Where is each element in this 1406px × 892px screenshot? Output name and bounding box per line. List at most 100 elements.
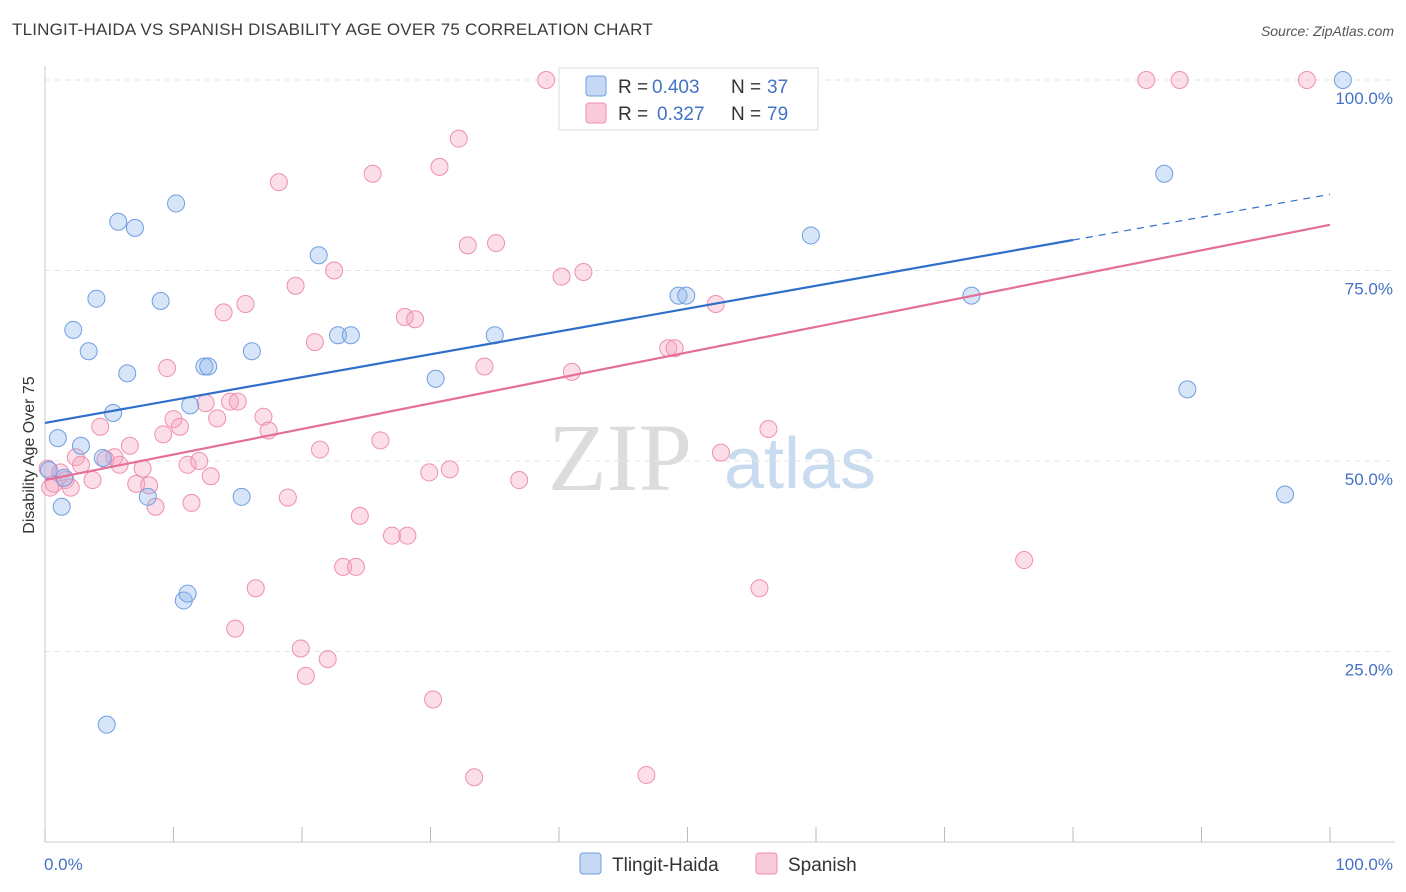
- tlingit-point-22: [309, 246, 328, 265]
- tlingit-point-16: [178, 584, 197, 603]
- chart-title: TLINGIT-HAIDA VS SPANISH DISABILITY AGE …: [12, 20, 653, 39]
- spanish-point-45: [334, 557, 353, 576]
- spanish-point-43: [318, 650, 337, 669]
- top-legend: R = 0.403 N = 37 R = 0.327 N = 79: [558, 67, 819, 131]
- spanish-point-30: [226, 619, 245, 638]
- spanish-point-58: [449, 129, 468, 148]
- tlingit-point-17: [181, 396, 200, 415]
- spanish-point-37: [278, 488, 297, 507]
- tlingit-point-9: [109, 212, 128, 231]
- spanish-point-66: [562, 362, 581, 381]
- grid-lines: [45, 79, 1395, 652]
- spanish-point-48: [363, 164, 382, 183]
- spanish-point-20: [164, 410, 183, 429]
- spanish-point-18: [154, 425, 173, 444]
- tlingit-point-7: [93, 448, 112, 467]
- spanish-point-41: [305, 333, 324, 352]
- legend-r-value-spanish: 0.327: [657, 104, 705, 125]
- x-tick-label-min: 0.0%: [44, 855, 83, 874]
- spanish-point-53: [406, 310, 425, 329]
- tlingit-point-2: [52, 497, 71, 516]
- spanish-point-46: [346, 557, 365, 576]
- spanish-point-42: [310, 440, 329, 459]
- source-label: Source: ZipAtlas.com: [1260, 23, 1394, 39]
- watermark-atlas: atlas: [724, 424, 876, 504]
- spanish-point-25: [196, 394, 215, 413]
- spanish-point-14: [127, 474, 146, 493]
- spanish-point-59: [458, 236, 477, 255]
- tlingit-point-24: [341, 326, 360, 345]
- legend-n-label-spanish: N =: [731, 104, 761, 125]
- spanish-point-24: [190, 452, 209, 470]
- tlingit-trend-extension: [1072, 193, 1331, 241]
- spanish-point-64: [537, 71, 556, 89]
- tlingit-point-21: [242, 342, 261, 361]
- legend-n-label-tlingit: N =: [731, 77, 761, 98]
- tlingit-point-3: [64, 320, 83, 339]
- spanish-point-26: [201, 467, 220, 486]
- tlingit-point-20: [232, 487, 251, 506]
- legend-r-value-tlingit: 0.403: [652, 77, 700, 98]
- watermark-zip: ZIP: [548, 404, 692, 511]
- tlingit-point-19: [199, 357, 218, 376]
- spanish-point-68: [637, 765, 656, 784]
- spanish-point-29: [221, 392, 240, 411]
- spanish-point-23: [182, 493, 201, 512]
- spanish-point-17: [146, 497, 165, 516]
- spanish-point-13: [120, 436, 139, 455]
- y-axis-label: Disability Age Over 75: [21, 376, 38, 534]
- tlingit-point-1: [48, 429, 67, 448]
- axes: [44, 66, 1395, 843]
- bottom-legend-label-tlingit: Tlingit-Haida: [612, 855, 719, 876]
- spanish-point-70: [665, 339, 684, 358]
- legend-r-label-tlingit: R =: [618, 77, 648, 98]
- spanish-points: [38, 71, 1316, 787]
- tlingit-point-14: [167, 194, 186, 213]
- legend-swatch-tlingit: [585, 75, 607, 97]
- spanish-point-65: [552, 267, 571, 286]
- spanish-point-32: [236, 295, 255, 314]
- tlingit-trend-line: [44, 238, 1074, 424]
- spanish-point-50: [382, 526, 401, 545]
- tlingit-point-31: [1155, 164, 1174, 183]
- tlingit-point-11: [125, 218, 144, 237]
- y-tick-label-75: 75.0%: [1345, 280, 1393, 299]
- tlingit-point-4: [71, 436, 90, 455]
- tlingit-point-34: [1333, 71, 1352, 89]
- tlingit-point-10: [118, 364, 137, 383]
- legend-n-value-tlingit: 37: [767, 77, 788, 98]
- spanish-point-72: [711, 443, 730, 462]
- bottom-legend: Tlingit-Haida Spanish: [579, 852, 857, 876]
- y-tick-label-100: 100.0%: [1335, 89, 1393, 108]
- bottom-legend-swatch-tlingit: [579, 852, 602, 875]
- tlingit-point-32: [1178, 380, 1197, 399]
- spanish-point-77: [1170, 71, 1189, 89]
- tlingit-point-12: [138, 487, 157, 506]
- spanish-point-47: [350, 506, 369, 525]
- spanish-point-61: [475, 357, 494, 376]
- spanish-point-62: [487, 234, 506, 253]
- tlingit-point-27: [669, 286, 688, 305]
- legend-n-value-spanish: 79: [767, 104, 788, 125]
- spanish-point-49: [371, 431, 390, 450]
- tlingit-point-18: [195, 357, 214, 376]
- tlingit-point-36: [97, 715, 116, 734]
- tlingit-point-28: [677, 286, 696, 305]
- spanish-point-75: [1015, 551, 1034, 570]
- spanish-point-55: [424, 690, 443, 709]
- spanish-point-8: [83, 471, 102, 490]
- legend-r-label-spanish: R =: [618, 104, 648, 125]
- spanish-point-5: [61, 478, 80, 497]
- spanish-point-27: [208, 409, 227, 428]
- spanish-point-78: [1297, 71, 1316, 89]
- y-tick-label-50: 50.0%: [1345, 470, 1393, 489]
- bottom-legend-swatch-spanish: [755, 852, 778, 875]
- spanish-point-19: [158, 359, 177, 378]
- spanish-point-52: [398, 526, 417, 545]
- x-tick-label-max: 100.0%: [1335, 855, 1393, 874]
- tlingit-point-33: [1276, 485, 1295, 504]
- spanish-point-54: [420, 463, 439, 482]
- tlingit-point-13: [151, 291, 170, 310]
- spanish-point-39: [291, 639, 310, 658]
